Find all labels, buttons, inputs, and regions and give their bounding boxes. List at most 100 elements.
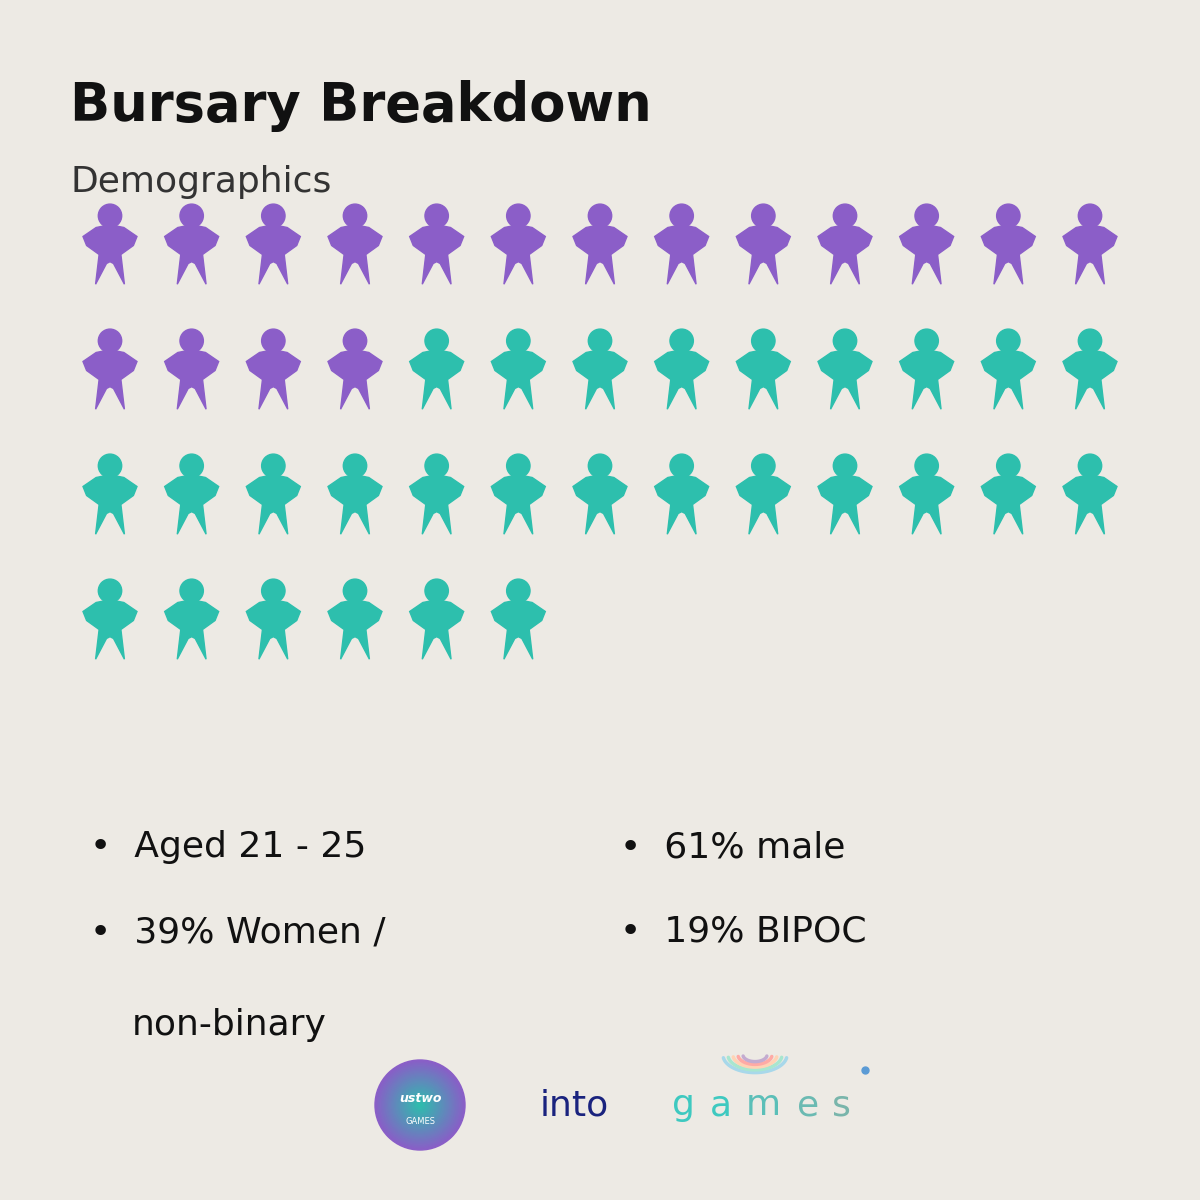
Circle shape — [407, 1092, 433, 1118]
Polygon shape — [328, 475, 382, 534]
Circle shape — [588, 329, 612, 353]
Polygon shape — [328, 226, 382, 284]
Circle shape — [389, 1074, 451, 1136]
Circle shape — [408, 1093, 432, 1117]
Polygon shape — [818, 475, 872, 534]
Polygon shape — [164, 475, 218, 534]
Polygon shape — [900, 226, 954, 284]
Circle shape — [379, 1064, 461, 1146]
Circle shape — [392, 1076, 448, 1133]
Polygon shape — [982, 475, 1036, 534]
Polygon shape — [574, 350, 628, 409]
Circle shape — [180, 580, 203, 602]
Circle shape — [374, 1060, 466, 1150]
Circle shape — [410, 1096, 430, 1114]
Circle shape — [401, 1086, 439, 1124]
Text: a: a — [710, 1088, 732, 1122]
Polygon shape — [83, 475, 137, 534]
Text: m: m — [746, 1088, 781, 1122]
Circle shape — [914, 204, 938, 228]
Polygon shape — [491, 601, 545, 659]
Circle shape — [670, 329, 694, 353]
Circle shape — [418, 1103, 422, 1108]
Text: e: e — [797, 1088, 820, 1122]
Circle shape — [394, 1079, 446, 1130]
Circle shape — [384, 1069, 456, 1141]
Text: GAMES: GAMES — [406, 1116, 436, 1126]
Polygon shape — [818, 226, 872, 284]
Circle shape — [1079, 454, 1102, 478]
Polygon shape — [83, 350, 137, 409]
Polygon shape — [737, 350, 791, 409]
Polygon shape — [409, 475, 463, 534]
Polygon shape — [1063, 475, 1117, 534]
Circle shape — [1079, 204, 1102, 228]
Circle shape — [262, 329, 286, 353]
Circle shape — [262, 454, 286, 478]
Circle shape — [425, 329, 449, 353]
Circle shape — [343, 580, 367, 602]
Text: s: s — [832, 1088, 851, 1122]
Polygon shape — [491, 350, 545, 409]
Circle shape — [262, 204, 286, 228]
Circle shape — [413, 1098, 427, 1111]
Circle shape — [425, 204, 449, 228]
Circle shape — [914, 329, 938, 353]
Circle shape — [997, 454, 1020, 478]
Circle shape — [751, 454, 775, 478]
Text: •  61% male: • 61% male — [620, 830, 845, 864]
Circle shape — [506, 454, 530, 478]
Circle shape — [833, 454, 857, 478]
Polygon shape — [574, 475, 628, 534]
Circle shape — [416, 1102, 424, 1109]
Polygon shape — [900, 475, 954, 534]
Circle shape — [410, 1094, 430, 1115]
Polygon shape — [246, 601, 300, 659]
Circle shape — [398, 1084, 442, 1127]
Polygon shape — [409, 226, 463, 284]
Circle shape — [914, 454, 938, 478]
Circle shape — [403, 1088, 437, 1122]
Circle shape — [400, 1085, 440, 1126]
Circle shape — [388, 1073, 452, 1138]
Polygon shape — [655, 350, 709, 409]
Circle shape — [588, 204, 612, 228]
Text: ustwo: ustwo — [398, 1092, 442, 1104]
Circle shape — [376, 1061, 464, 1148]
Text: into: into — [540, 1088, 610, 1122]
Circle shape — [397, 1082, 443, 1128]
Circle shape — [588, 454, 612, 478]
Polygon shape — [164, 601, 218, 659]
Circle shape — [414, 1099, 426, 1111]
Polygon shape — [164, 226, 218, 284]
Circle shape — [98, 580, 121, 602]
Polygon shape — [737, 475, 791, 534]
Circle shape — [997, 329, 1020, 353]
Text: Bursary Breakdown: Bursary Breakdown — [70, 80, 652, 132]
Circle shape — [396, 1081, 444, 1129]
Circle shape — [98, 329, 121, 353]
Circle shape — [506, 204, 530, 228]
Circle shape — [394, 1078, 446, 1132]
Polygon shape — [328, 350, 382, 409]
Circle shape — [377, 1062, 463, 1147]
Circle shape — [343, 329, 367, 353]
Circle shape — [425, 580, 449, 602]
Circle shape — [409, 1093, 431, 1116]
Polygon shape — [655, 226, 709, 284]
Circle shape — [402, 1087, 438, 1123]
Polygon shape — [1063, 350, 1117, 409]
Polygon shape — [1063, 226, 1117, 284]
Circle shape — [385, 1070, 455, 1140]
Circle shape — [383, 1068, 457, 1142]
Circle shape — [180, 454, 203, 478]
Circle shape — [415, 1100, 425, 1110]
Circle shape — [833, 204, 857, 228]
Circle shape — [395, 1080, 445, 1129]
Circle shape — [406, 1091, 434, 1120]
Polygon shape — [655, 475, 709, 534]
Text: •  39% Women /: • 39% Women / — [90, 914, 385, 949]
Text: •  19% BIPOC: • 19% BIPOC — [620, 914, 866, 949]
Circle shape — [506, 580, 530, 602]
Circle shape — [412, 1097, 428, 1112]
